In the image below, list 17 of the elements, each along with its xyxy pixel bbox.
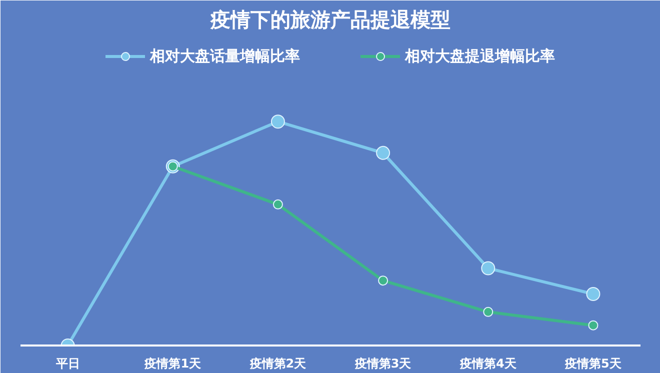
x-tick-label: 平日 [54,356,80,370]
point [270,114,285,129]
legend-label: 相对大盘提退增幅比率 [405,46,555,66]
point [483,306,494,317]
point [481,261,496,276]
point [588,320,598,330]
x-tick-label: 疫情第4天 [458,356,518,370]
point [586,287,600,301]
point [272,199,283,210]
point [376,146,390,160]
x-tick-label: 疫情第5天 [564,356,622,370]
x-tick-label: 疫情第2天 [248,356,308,370]
x-tick-label: 疫情第3天 [354,356,412,370]
point [378,276,388,286]
chart-title: 疫情下的旅游产品提退模型 [210,8,450,32]
x-tick-label: 疫情第1天 [144,356,202,370]
legend-label: 相对大盘话量增幅比率 [150,46,300,66]
